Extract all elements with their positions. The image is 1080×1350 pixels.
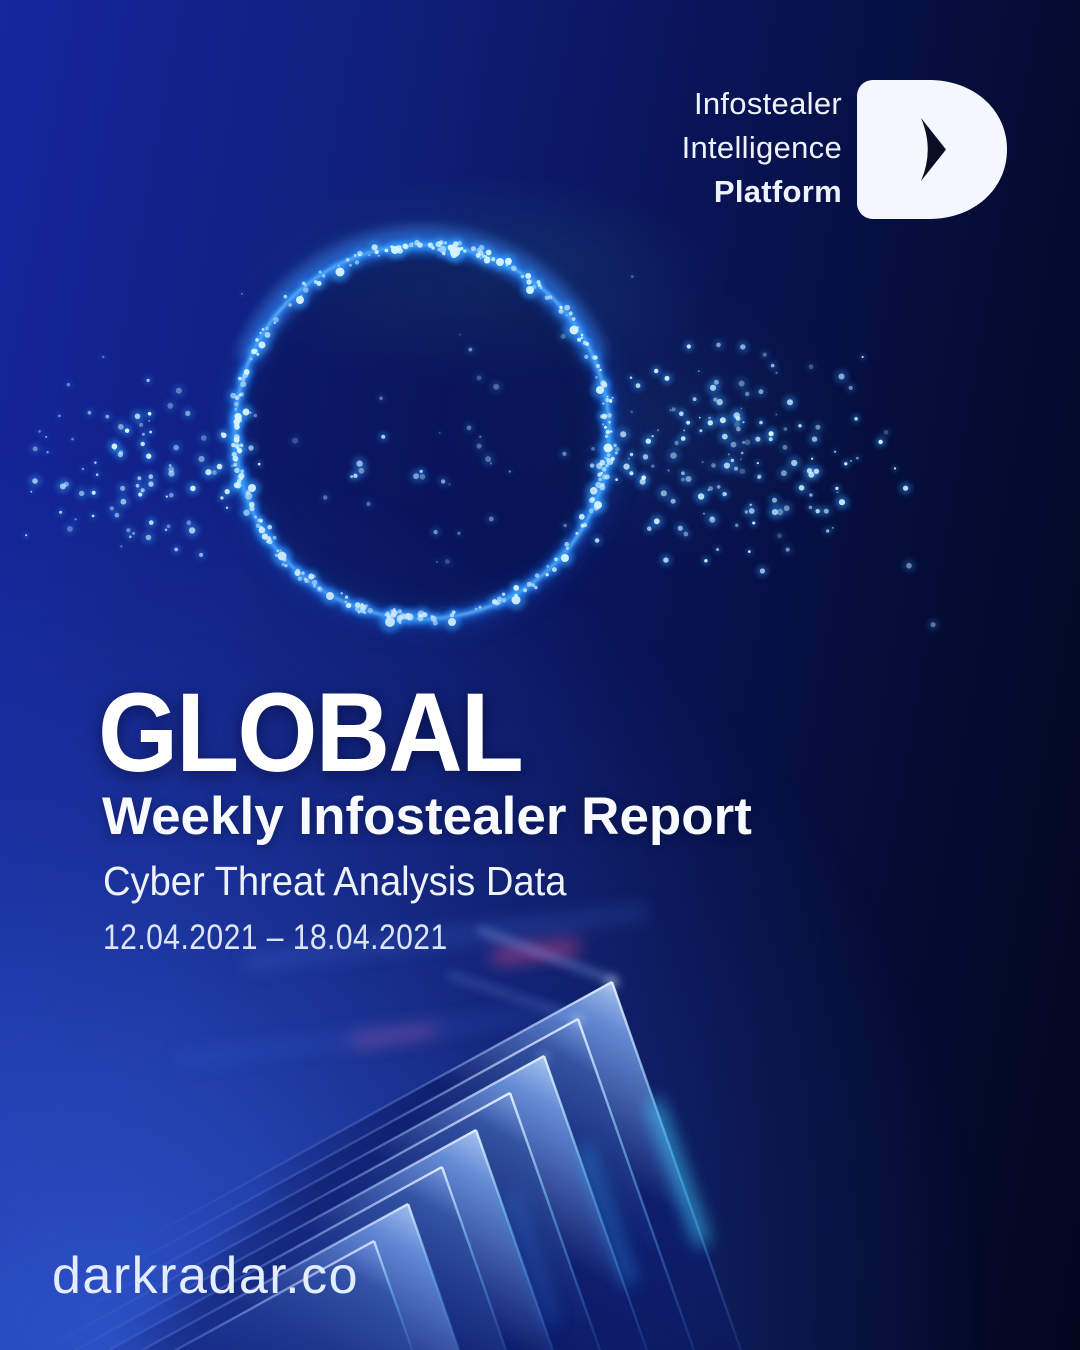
date-range: 12.04.2021 – 18.04.2021: [103, 918, 448, 957]
page-subtitle: Weekly Infostealer Report: [102, 787, 752, 846]
brand-name-line1: Infostealer: [693, 86, 842, 121]
brand-name-line3: Platform: [713, 174, 842, 209]
website-text: darkradar.co: [52, 1247, 360, 1305]
page-title: GLOBAL: [98, 670, 524, 795]
page-description: Cyber Threat Analysis Data: [103, 858, 567, 904]
brand-name: Infostealer Intelligence Platform: [682, 82, 842, 214]
d-logo: [857, 80, 1007, 219]
d-logo-icon: [857, 80, 1007, 219]
brand-name-line2: Intelligence: [681, 130, 842, 165]
d-logo-arrow-icon: [921, 118, 946, 181]
